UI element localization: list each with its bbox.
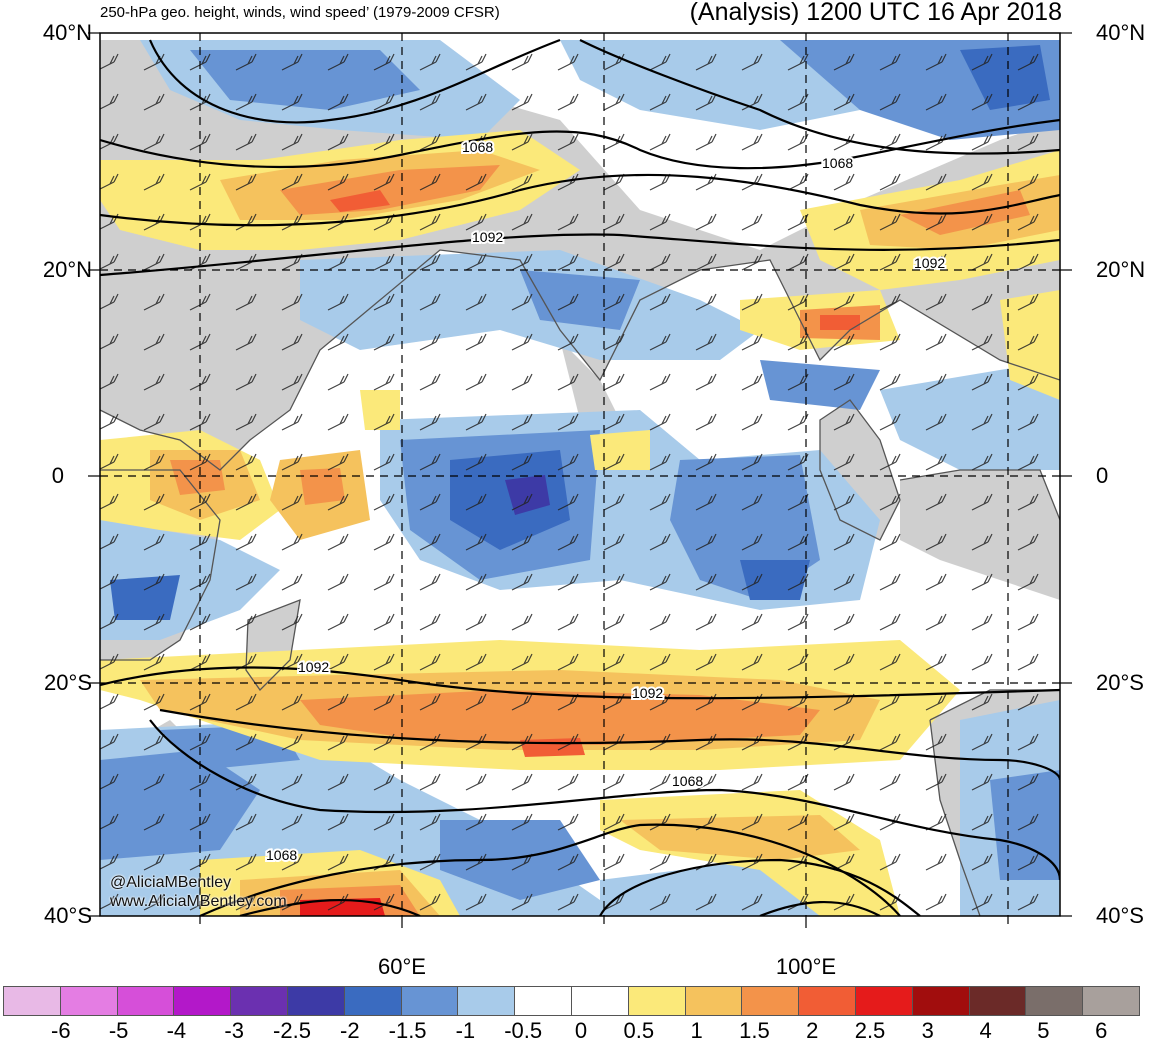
colorbar-swatch [911, 986, 970, 1016]
colorbar-tick-label: 2 [806, 1018, 819, 1043]
lon-label-100e: 100°E [775, 954, 837, 979]
lat-label-20n: 20°N [42, 257, 92, 282]
colorbar-tick-label: 0 [574, 1018, 588, 1043]
colorbar-swatch [173, 986, 232, 1016]
contour-label: 1068 [822, 155, 853, 171]
colorbar-swatch [968, 986, 1027, 1016]
colorbar-tick-label: -3 [224, 1018, 244, 1043]
lat-label-20n-right: 20°N [1096, 257, 1146, 282]
colorbar-swatch [116, 986, 175, 1016]
map-subtitle: 250-hPa geo. height, winds, wind speed’ … [100, 4, 500, 21]
contour-labels: 1068 1092 1068 1092 1092 1092 1068 1068 [264, 137, 947, 865]
lat-label-20s-right: 20°S [1096, 670, 1144, 695]
map-plot-area: 1068 1092 1068 1092 1092 1092 1068 1068 [100, 33, 1060, 916]
colorbar-swatch [741, 986, 800, 1016]
watermark-url: www.AliciaMBentley.com [110, 893, 287, 910]
wind-barbs [100, 33, 1060, 916]
colorbar [3, 986, 1140, 1016]
contour-label: 1068 [266, 847, 297, 863]
lat-label-equator-right: 0 [1096, 463, 1109, 488]
colorbar-swatch [343, 986, 402, 1016]
graticule [100, 33, 1060, 916]
colorbar-swatch [286, 986, 345, 1016]
lat-label-40s-right: 40°S [1096, 903, 1144, 928]
colorbar-swatch [684, 986, 743, 1016]
colorbar-tick-label: 2.5 [854, 1018, 886, 1043]
lat-label-40n: 40°N [42, 20, 92, 45]
colorbar-tick-label: 5 [1037, 1018, 1050, 1043]
colorbar-tick-label: 4 [979, 1018, 992, 1043]
colorbar-tick-label: -1.5 [388, 1018, 427, 1043]
colorbar-tick-label: -6 [51, 1018, 71, 1043]
colorbar-tick-label: -0.5 [504, 1018, 543, 1043]
contour-label: 1068 [672, 773, 703, 789]
colorbar-tick-label: -2 [340, 1018, 360, 1043]
contour-label: 1092 [914, 255, 945, 271]
contour-label: 1092 [632, 685, 663, 701]
lat-label-equator: 0 [51, 463, 64, 488]
lat-label-40s: 40°S [44, 903, 92, 928]
colorbar-tick-label: 6 [1095, 1018, 1108, 1043]
weather-map: 1068 1092 1068 1092 1092 1092 1068 1068 [88, 32, 1072, 928]
colorbar-swatch [798, 986, 856, 1016]
colorbar-swatch [570, 986, 629, 1016]
contour-label: 1068 [462, 139, 493, 155]
colorbar-swatch [1082, 986, 1140, 1016]
colorbar-swatch [457, 986, 516, 1016]
colorbar-tick-label: 1 [690, 1018, 703, 1043]
lon-label-60e: 60°E [378, 954, 426, 979]
colorbar-tick-label: 3 [921, 1018, 934, 1043]
colorbar-swatch [854, 986, 913, 1016]
colorbar-swatch [230, 986, 288, 1016]
axis-ticks [88, 32, 1072, 928]
colorbar-tick-label: -2.5 [273, 1018, 311, 1043]
contour-label: 1092 [298, 659, 329, 675]
lat-label-40n-right: 40°N [1096, 20, 1146, 45]
watermark-handle: @AliciaMBentley [110, 874, 232, 891]
colorbar-swatch [3, 986, 61, 1016]
map-title: (Analysis) 1200 UTC 16 Apr 2018 [689, 0, 1062, 26]
colorbar-swatch [1025, 986, 1084, 1016]
lat-label-20s: 20°S [44, 670, 92, 695]
height-contours [100, 38, 1060, 916]
colorbar-swatch [59, 986, 118, 1016]
colorbar-tick-label: -1 [455, 1018, 476, 1043]
colorbar-tick-label: 0.5 [623, 1018, 655, 1043]
colorbar-tick-label: -4 [166, 1018, 187, 1043]
colorbar-tick-label: 1.5 [739, 1018, 770, 1043]
colorbar-swatch [514, 986, 572, 1016]
contour-label: 1092 [472, 229, 503, 245]
colorbar-tick-label: -5 [108, 1018, 129, 1043]
colorbar-swatch [400, 986, 459, 1016]
map-frame [99, 32, 1061, 917]
colorbar-swatch [627, 986, 686, 1016]
